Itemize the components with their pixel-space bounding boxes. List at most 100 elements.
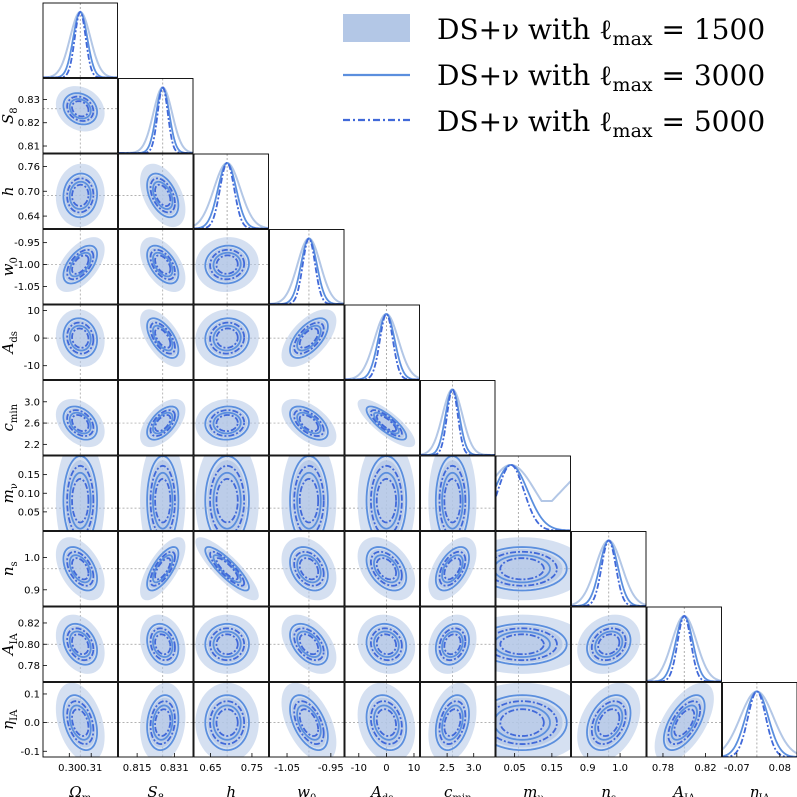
panel-ads-s8	[118, 304, 194, 380]
y-tick-label: 0.76	[18, 162, 40, 173]
contour-5000-2sigma	[369, 409, 403, 437]
panel-content	[118, 380, 193, 455]
contour-5000-2sigma	[293, 550, 325, 587]
contour-5000-1sigma	[215, 478, 239, 524]
contour-5000-2sigma	[66, 550, 95, 587]
panel-frame	[420, 606, 496, 682]
x-axis-label-sub: min	[452, 793, 472, 797]
contour-3000-2sigma	[204, 456, 250, 531]
x-axis-label-ns: ns	[601, 783, 616, 797]
panel-frame	[193, 304, 269, 380]
contour-3000-1sigma	[152, 251, 174, 278]
contour-3000-2sigma	[146, 546, 180, 592]
panel-frame	[344, 531, 420, 607]
panel-frame	[42, 2, 118, 78]
panel-frame	[344, 455, 420, 531]
contour-5000-1sigma	[298, 478, 320, 524]
panel-ns-ads	[344, 531, 420, 607]
y-axis-label-aia: AIA	[0, 632, 20, 657]
contour-5000-1sigma	[215, 557, 239, 581]
contour-5000-1sigma	[71, 414, 90, 433]
x-tick-label: -1.05	[274, 763, 300, 774]
marginal-1500	[722, 690, 797, 755]
contour-5000-2sigma	[66, 409, 95, 437]
x-axis-label-sub: s	[611, 793, 616, 797]
contour-5000-2sigma	[66, 248, 95, 281]
panel-content	[118, 78, 193, 153]
contour-1500-1sigma	[291, 460, 327, 531]
y-axis-label-eia: ηIA	[0, 709, 20, 730]
legend-label-5000: DS+ν with ℓmax = 5000	[437, 105, 765, 142]
contour-5000-2sigma	[149, 627, 176, 662]
y-tick-label: 0.78	[18, 661, 40, 672]
panel-frame	[269, 229, 345, 305]
panel-frame	[118, 304, 194, 380]
y-tick-label: 0.70	[18, 187, 40, 198]
contour-3000-1sigma	[152, 554, 174, 584]
contour-5000-2sigma	[590, 627, 627, 662]
contour-5000-1sigma	[71, 327, 90, 349]
legend-label-3000: DS+ν with ℓmax = 3000	[437, 59, 765, 96]
contour-3000-1sigma	[594, 630, 624, 658]
contour-5000-1sigma	[71, 183, 90, 207]
panel-frame	[646, 682, 722, 758]
contour-5000-2sigma	[667, 700, 702, 745]
panel-frame	[42, 682, 118, 758]
contour-5000-2sigma	[66, 627, 95, 662]
panel-content	[269, 229, 344, 304]
panel-w0-s8	[118, 229, 194, 305]
contour-5000-2sigma	[66, 177, 95, 214]
contour-5000-1sigma	[215, 708, 239, 737]
x-tick-label: 0.05	[503, 763, 525, 774]
panel-content	[43, 78, 118, 153]
contour-5000-1sigma	[71, 100, 90, 118]
panel-ns-om: 0.9 1.0 ns	[0, 531, 118, 607]
contour-3000-2sigma	[62, 546, 98, 592]
marginal-3000	[118, 86, 193, 153]
panel-content	[269, 607, 344, 682]
contour-3000-2sigma	[365, 622, 408, 666]
y-tick-label: 2.2	[24, 440, 40, 451]
contour-3000-1sigma	[373, 630, 400, 658]
panel-h-s8	[118, 153, 194, 229]
contour-3000-1sigma	[594, 704, 624, 741]
contour-3000-1sigma	[296, 630, 322, 658]
contour-5000-1sigma	[375, 414, 397, 433]
x-axis-label-sub: ν	[537, 793, 543, 797]
contour-3000-1sigma	[441, 554, 464, 584]
contour-3000-1sigma	[296, 411, 322, 435]
panel-content	[194, 305, 269, 380]
panel-frame	[269, 455, 345, 531]
contour-3000-2sigma	[62, 244, 98, 285]
contour-3000-2sigma	[204, 317, 250, 359]
contour-5000-2sigma	[496, 627, 558, 662]
marginal-1500	[496, 463, 571, 502]
contour-5000-2sigma	[209, 627, 246, 662]
contour-5000-1sigma	[215, 254, 239, 275]
contour-3000-1sigma	[68, 554, 92, 584]
panel-ns-ns	[571, 531, 647, 607]
marginal-5000	[43, 10, 118, 78]
y-tick-label: 0.1	[24, 689, 40, 700]
contour-5000-1sigma	[71, 478, 90, 524]
x-tick-label: -0.07	[724, 763, 750, 774]
contour-5000-2sigma	[438, 550, 467, 587]
legend: DS+ν with ℓmax = 1500 DS+ν with ℓmax = 3…	[343, 13, 765, 142]
contour-3000-1sigma	[373, 704, 400, 741]
y-tick-label: 0.9	[24, 585, 40, 596]
x-tick-label: 0.82	[694, 763, 716, 774]
panel-content	[571, 607, 646, 682]
panel-frame	[193, 153, 269, 229]
contour-3000-1sigma	[68, 471, 92, 530]
panel-content	[345, 682, 420, 757]
contour-3000-1sigma	[152, 630, 174, 658]
contour-5000-1sigma	[71, 708, 90, 737]
contour-5000-2sigma	[209, 550, 246, 587]
panel-mnu-cmin	[420, 455, 496, 531]
x-axis-label-sub: IA	[684, 793, 696, 797]
contour-5000-2sigma	[209, 248, 246, 281]
panel-content	[43, 607, 118, 682]
x-axis-label-sub: 8	[158, 793, 164, 797]
x-axis-label-sub: 0	[310, 793, 316, 797]
